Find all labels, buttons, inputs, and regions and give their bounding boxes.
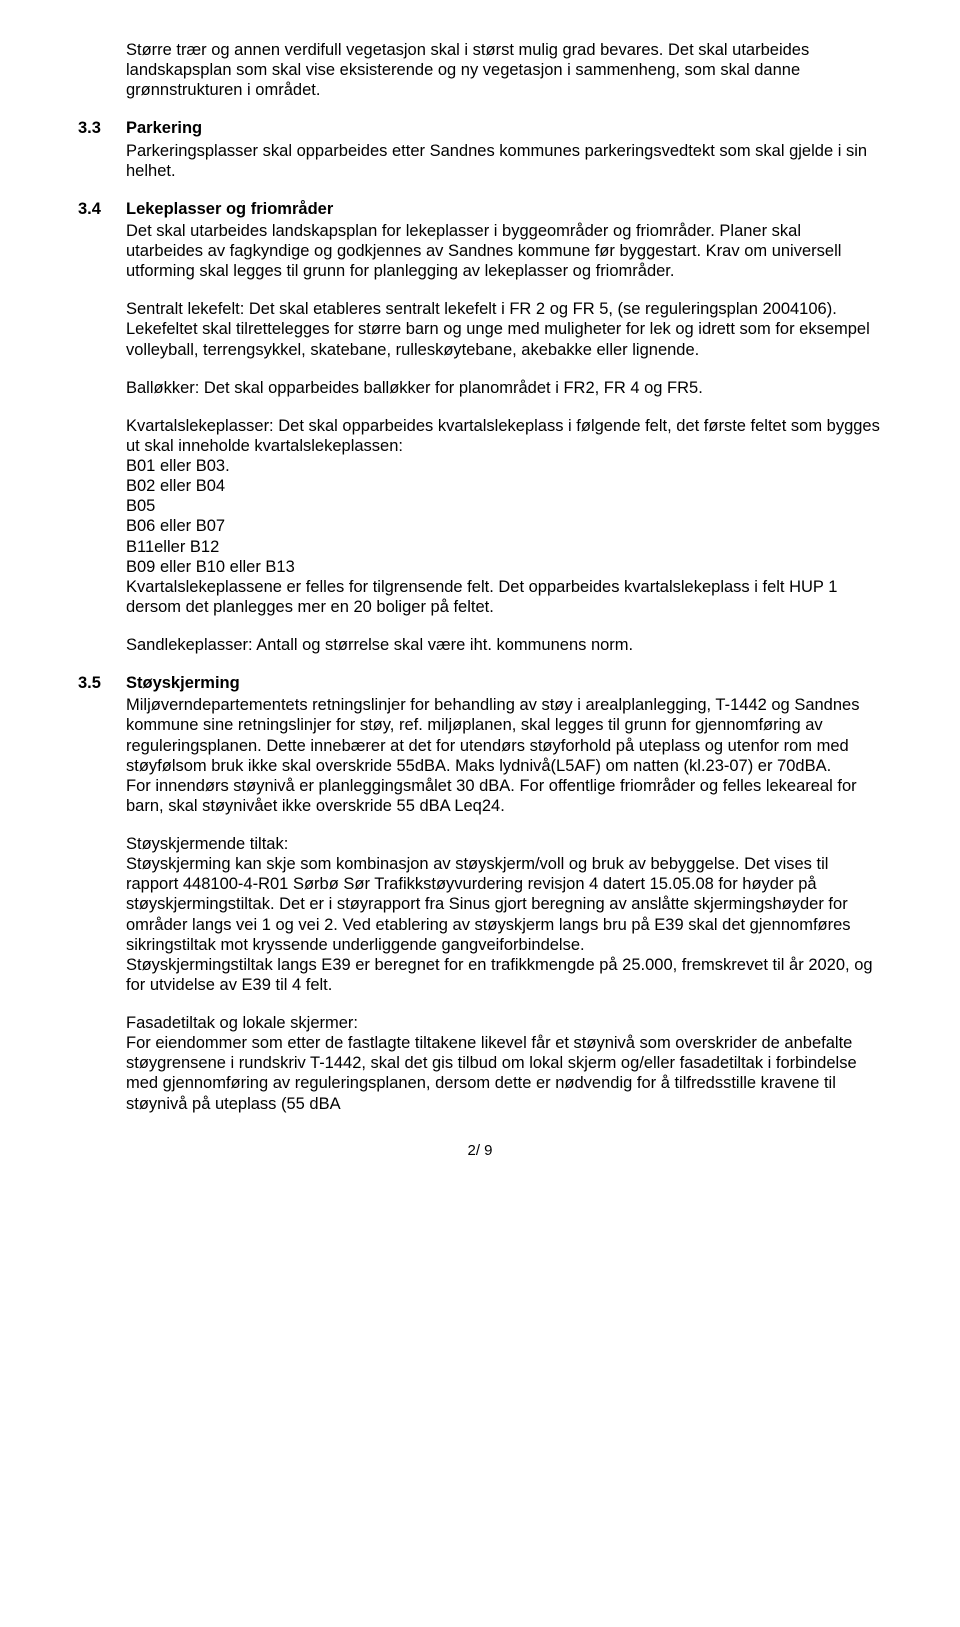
- section-3-5: 3.5 Støyskjerming Miljøverndepartementet…: [78, 673, 882, 1114]
- list-item: B06 eller B07: [126, 516, 882, 536]
- paragraph-line: Støyskjermende tiltak:: [126, 834, 882, 854]
- list-item: B01 eller B03.: [126, 456, 882, 476]
- paragraph: Det skal utarbeides landskapsplan for le…: [126, 221, 882, 281]
- section-number: 3.4: [78, 199, 126, 655]
- page-number: 2/ 9: [78, 1142, 882, 1160]
- list-item: B11eller B12: [126, 537, 882, 557]
- paragraph: Fasadetiltak og lokale skjermer: For eie…: [126, 1013, 882, 1114]
- paragraph-line: Støyskjermingstiltak langs E39 er beregn…: [126, 955, 882, 995]
- paragraph: Sentralt lekefelt: Det skal etableres se…: [126, 299, 882, 359]
- section-title: Støyskjerming: [126, 673, 882, 693]
- section-body: Parkeringsplasser skal opparbeides etter…: [126, 141, 882, 181]
- paragraph: Kvartalslekeplasser: Det skal opparbeide…: [126, 416, 882, 617]
- paragraph: Sandlekeplasser: Antall og størrelse ska…: [126, 635, 882, 655]
- paragraph-line: Kvartalslekeplassene er felles for tilgr…: [126, 577, 882, 617]
- intro-paragraph: Større trær og annen verdifull vegetasjo…: [126, 40, 882, 100]
- paragraph-line: Fasadetiltak og lokale skjermer:: [126, 1013, 882, 1033]
- section-3-4: 3.4 Lekeplasser og friområder Det skal u…: [78, 199, 882, 655]
- paragraph: Balløkker: Det skal opparbeides balløkke…: [126, 378, 882, 398]
- list-item: B05: [126, 496, 882, 516]
- paragraph-line: For innendørs støynivå er planleggingsmå…: [126, 776, 882, 816]
- section-number: 3.5: [78, 673, 126, 1114]
- section-title: Lekeplasser og friområder: [126, 199, 882, 219]
- section-title: Parkering: [126, 118, 882, 138]
- paragraph-line: For eiendommer som etter de fastlagte ti…: [126, 1033, 882, 1114]
- paragraph-line: Kvartalslekeplasser: Det skal opparbeide…: [126, 416, 882, 456]
- paragraph-line: Støyskjerming kan skje som kombinasjon a…: [126, 854, 882, 955]
- paragraph: Miljøverndepartementets retningslinjer f…: [126, 695, 882, 816]
- list-item: B09 eller B10 eller B13: [126, 557, 882, 577]
- section-number: 3.3: [78, 118, 126, 180]
- paragraph-line: Miljøverndepartementets retningslinjer f…: [126, 695, 882, 776]
- section-3-3: 3.3 Parkering Parkeringsplasser skal opp…: [78, 118, 882, 180]
- paragraph: Støyskjermende tiltak: Støyskjerming kan…: [126, 834, 882, 995]
- list-item: B02 eller B04: [126, 476, 882, 496]
